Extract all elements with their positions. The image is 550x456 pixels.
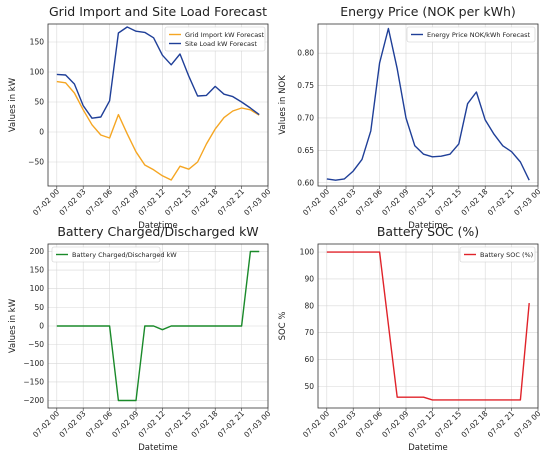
legend-box xyxy=(459,246,536,263)
plot-frame xyxy=(317,243,539,409)
x-tick-label: 07-02 03 xyxy=(327,409,357,439)
legend-label: Site Load kW Forecast xyxy=(185,40,257,48)
y-axis-label: Values in NOK xyxy=(278,75,288,135)
x-tick-label: 07-02 21 xyxy=(486,409,516,439)
x-tick-label: 07-02 06 xyxy=(354,409,384,439)
x-tick-label: 07-02 12 xyxy=(137,409,167,439)
plot-frame xyxy=(317,23,539,187)
x-tick-label: 07-02 15 xyxy=(163,409,193,439)
y-tick-label: −50 xyxy=(28,340,44,349)
chart-3: Battery Charged/Discharged kW 200 150 100 50… xyxy=(8,224,273,453)
y-tick-label: 50 xyxy=(34,303,44,312)
chart-1: Grid Import and Site Load Forecast 150 100… xyxy=(8,4,273,231)
y-tick-label: 60 xyxy=(304,355,314,364)
x-tick-label: 07-02 06 xyxy=(84,187,114,217)
x-axis-label: Datetime xyxy=(138,443,178,453)
x-tick-label: 07-02 03 xyxy=(57,409,87,439)
y-tick-label: 50 xyxy=(34,98,44,107)
y-tick-label: 0 xyxy=(39,128,44,137)
y-tick-label: 200 xyxy=(30,247,45,256)
x-tick-label: 07-02 09 xyxy=(110,187,140,217)
x-tick-label: 07-02 09 xyxy=(380,187,410,217)
y-tick-label: 150 xyxy=(30,266,45,275)
y-tick-label: 100 xyxy=(30,68,45,77)
x-tick-label: 07-02 12 xyxy=(407,409,437,439)
y-tick-label: 150 xyxy=(30,38,45,47)
chart-2: Energy Price (NOK per kWh) 0.80 0.75 0.70 0.… xyxy=(278,4,543,231)
legend-label: Grid Import kW Forecast xyxy=(185,31,265,39)
x-tick-label: 07-02 03 xyxy=(327,187,357,217)
y-axis-label: Values in kW xyxy=(8,298,18,353)
x-axis-label: Datetime xyxy=(138,221,178,231)
x-tick-label: 07-02 06 xyxy=(84,409,114,439)
x-tick-label: 07-02 00 xyxy=(301,409,331,439)
chart-title: Battery SOC (%) xyxy=(377,224,479,239)
series-line xyxy=(326,27,530,181)
chart-title: Battery Charged/Discharged kW xyxy=(57,224,258,239)
y-tick-label: 80 xyxy=(304,301,314,310)
x-tick-label: 07-02 00 xyxy=(31,187,61,217)
x-tick-label: 07-02 15 xyxy=(433,409,463,439)
x-tick-label: 07-02 15 xyxy=(433,187,463,217)
x-tick-label: 07-03 00 xyxy=(512,187,542,217)
x-tick-label: 07-02 21 xyxy=(216,409,246,439)
x-tick-label: 07-02 21 xyxy=(486,187,516,217)
y-tick-label: 0.70 xyxy=(297,113,314,122)
y-axis-label: SOC % xyxy=(278,312,288,341)
legend-label: Battery SOC (%) xyxy=(480,251,533,259)
y-tick-label: 70 xyxy=(304,328,314,337)
y-tick-label: −200 xyxy=(23,396,44,405)
x-axis-label: Datetime xyxy=(408,221,448,231)
x-tick-label: 07-02 09 xyxy=(110,409,140,439)
y-tick-label: −150 xyxy=(23,377,44,386)
y-tick-label: 0.75 xyxy=(297,81,314,90)
y-tick-label: 100 xyxy=(300,248,315,257)
x-tick-label: 07-03 00 xyxy=(512,409,542,439)
legend-box xyxy=(406,26,536,43)
legend-box xyxy=(164,26,266,52)
legend-box xyxy=(51,246,161,263)
y-tick-label: 0.80 xyxy=(297,49,314,58)
x-tick-label: 07-02 18 xyxy=(189,409,219,439)
y-tick-label: −100 xyxy=(23,359,44,368)
legend-label: Battery Charged/Discharged kW xyxy=(72,251,177,259)
y-tick-label: 100 xyxy=(30,284,45,293)
x-tick-label: 07-02 12 xyxy=(407,187,437,217)
series-line xyxy=(56,80,260,181)
x-tick-label: 07-02 21 xyxy=(216,187,246,217)
x-tick-label: 07-03 00 xyxy=(242,409,272,439)
x-tick-label: 07-02 03 xyxy=(57,187,87,217)
y-tick-label: −50 xyxy=(28,158,44,167)
x-tick-label: 07-02 09 xyxy=(380,409,410,439)
plot-frame xyxy=(47,23,269,187)
x-tick-label: 07-02 18 xyxy=(459,409,489,439)
series-line xyxy=(56,250,260,402)
legend-label: Energy Price NOK/kWh Forecast xyxy=(427,31,531,39)
chart-title: Grid Import and Site Load Forecast xyxy=(49,4,267,19)
series-line xyxy=(326,251,530,401)
x-tick-label: 07-02 06 xyxy=(354,187,384,217)
x-tick-label: 07-02 18 xyxy=(189,187,219,217)
y-tick-label: 0.65 xyxy=(297,146,314,155)
series-line xyxy=(56,26,260,119)
y-tick-label: 90 xyxy=(304,274,314,283)
x-tick-label: 07-03 00 xyxy=(242,187,272,217)
y-tick-label: 50 xyxy=(304,382,314,391)
y-axis-label: Values in kW xyxy=(8,77,18,132)
x-tick-label: 07-02 12 xyxy=(137,187,167,217)
x-tick-label: 07-02 00 xyxy=(301,187,331,217)
x-axis-label: Datetime xyxy=(408,443,448,453)
x-tick-label: 07-02 00 xyxy=(31,409,61,439)
y-tick-label: 0.60 xyxy=(297,178,314,187)
x-tick-label: 07-02 15 xyxy=(163,187,193,217)
x-tick-label: 07-02 18 xyxy=(459,187,489,217)
chart-title: Energy Price (NOK per kWh) xyxy=(340,4,516,19)
y-tick-label: 0 xyxy=(39,322,44,331)
plot-frame xyxy=(47,243,269,409)
